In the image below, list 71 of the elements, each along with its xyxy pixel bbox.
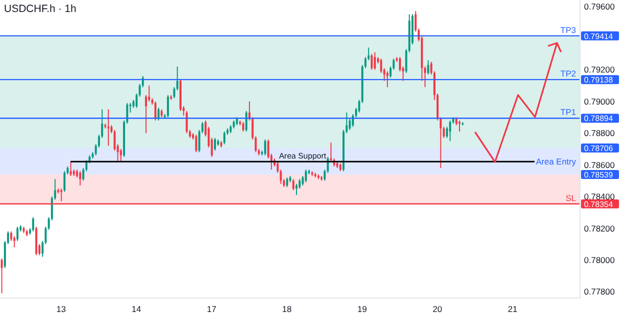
candlestick [449,120,452,142]
x-tick-label: 17 [206,304,217,314]
series-label: Area Support [278,152,327,161]
candlestick [79,170,82,186]
chart-title: USDCHF.h · 1h [4,3,76,15]
candlestick [114,129,116,152]
candlestick [0,258,3,294]
candlestick [458,120,461,132]
candlestick [148,85,150,102]
y-tick-label: 0.78800 [584,128,615,138]
candlestick [330,142,332,162]
candlestick [442,126,445,138]
candlestick [176,66,178,91]
candlestick [70,161,72,176]
y-tick-label: 0.79138 [584,76,614,85]
y-tick-label: 0.78706 [584,144,614,154]
candlestick [414,10,417,32]
y-tick-label: 0.79200 [584,64,615,75]
candlestick [427,60,430,75]
candlestick [16,226,18,242]
candlestick [370,53,373,70]
x-tick-label: 13 [56,304,66,314]
x-tick-label: 19 [357,304,368,314]
candlestick [242,122,244,132]
candlestick [173,86,176,99]
candlestick [386,70,388,88]
candlestick [358,99,360,114]
y-tick-label: 0.78600 [584,160,615,170]
candlestick [195,134,198,153]
y-tick-label: 0.78400 [584,192,615,202]
candlestick [32,216,34,232]
candlestick [348,118,351,130]
candlestick [276,161,279,174]
y-tick-label: 0.78894 [584,114,614,124]
candlestick [214,137,216,152]
y-tick-label: 0.78000 [584,254,615,265]
y-tick-label: 0.78539 [584,170,614,180]
ref-line-label: TP2 [560,68,576,79]
y-tick-label: 0.78354 [584,200,614,209]
y-tick-label: 0.77800 [584,286,615,297]
candlestick [304,169,307,183]
candlestick [280,169,282,184]
candlestick [292,178,294,191]
y-tick-label: 0.78200 [584,223,615,234]
x-tick-label: 18 [282,304,292,314]
candlestick [374,52,376,70]
candlestick [63,170,66,192]
y-tick-label: 0.79414 [584,32,614,41]
ref-line-label: SL [566,192,576,203]
candlestick [295,183,298,196]
candlestick [324,169,326,182]
y-tick-label: 0.79000 [584,96,615,106]
y-tick-label: 0.79600 [584,1,615,12]
ref-line-label: TP3 [560,24,576,35]
candlestick [264,138,266,156]
candlestick [380,58,382,74]
candlestick [186,110,188,134]
candlestick [286,177,288,188]
candlestick [107,108,110,146]
band-label: Area Entry [536,156,577,166]
candlestick [13,236,16,248]
candlestick [10,230,12,242]
candlestick [245,110,248,132]
candlestick [223,131,226,145]
candlestick [166,94,169,118]
ref-line-label: TP1 [560,107,576,118]
x-tick-label: 20 [432,304,442,314]
x-tick-label: 14 [132,304,142,314]
x-tick-label: 21 [508,304,518,314]
candlestick [154,100,156,121]
candlestick [405,48,408,74]
